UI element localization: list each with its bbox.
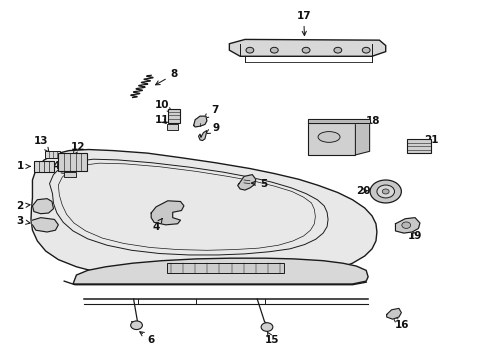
Circle shape bbox=[402, 222, 411, 228]
Polygon shape bbox=[194, 116, 207, 127]
Circle shape bbox=[270, 47, 278, 53]
Text: 4: 4 bbox=[152, 219, 162, 231]
FancyBboxPatch shape bbox=[64, 172, 76, 177]
FancyBboxPatch shape bbox=[45, 150, 60, 158]
Polygon shape bbox=[32, 199, 53, 214]
Text: 18: 18 bbox=[361, 116, 380, 129]
Text: 5: 5 bbox=[251, 179, 267, 189]
Circle shape bbox=[131, 321, 143, 329]
Text: 20: 20 bbox=[356, 186, 370, 196]
Text: 6: 6 bbox=[140, 332, 155, 345]
FancyBboxPatch shape bbox=[167, 263, 284, 273]
Polygon shape bbox=[73, 258, 368, 284]
Ellipse shape bbox=[318, 132, 340, 142]
FancyBboxPatch shape bbox=[58, 153, 87, 171]
Polygon shape bbox=[238, 175, 256, 190]
Text: 14: 14 bbox=[47, 161, 66, 174]
Text: 13: 13 bbox=[33, 136, 49, 152]
Text: 21: 21 bbox=[421, 135, 439, 146]
Polygon shape bbox=[395, 218, 420, 233]
FancyBboxPatch shape bbox=[308, 123, 355, 155]
Text: 10: 10 bbox=[155, 100, 172, 112]
Circle shape bbox=[377, 185, 394, 198]
Text: 19: 19 bbox=[408, 231, 422, 240]
Text: 3: 3 bbox=[17, 216, 30, 226]
Text: 2: 2 bbox=[17, 201, 30, 211]
Circle shape bbox=[370, 180, 401, 203]
Text: 9: 9 bbox=[206, 123, 219, 134]
Circle shape bbox=[261, 323, 273, 331]
FancyBboxPatch shape bbox=[34, 161, 54, 172]
Text: 17: 17 bbox=[296, 11, 311, 36]
Polygon shape bbox=[355, 123, 369, 155]
Polygon shape bbox=[151, 201, 184, 225]
Circle shape bbox=[334, 47, 342, 53]
Polygon shape bbox=[308, 119, 369, 123]
Polygon shape bbox=[229, 40, 386, 56]
Circle shape bbox=[362, 47, 370, 53]
FancyBboxPatch shape bbox=[167, 125, 177, 130]
Text: 11: 11 bbox=[155, 115, 169, 125]
Text: 15: 15 bbox=[265, 332, 279, 345]
Circle shape bbox=[246, 47, 254, 53]
Circle shape bbox=[382, 189, 389, 194]
Text: 8: 8 bbox=[156, 69, 178, 85]
Polygon shape bbox=[32, 218, 58, 232]
FancyBboxPatch shape bbox=[168, 109, 180, 123]
Text: 12: 12 bbox=[71, 142, 85, 155]
Text: 1: 1 bbox=[17, 161, 30, 171]
FancyBboxPatch shape bbox=[407, 139, 431, 153]
Text: 16: 16 bbox=[393, 318, 410, 330]
Text: 7: 7 bbox=[204, 105, 219, 118]
Polygon shape bbox=[387, 309, 401, 319]
Polygon shape bbox=[31, 149, 377, 281]
Circle shape bbox=[302, 47, 310, 53]
Polygon shape bbox=[198, 131, 207, 140]
